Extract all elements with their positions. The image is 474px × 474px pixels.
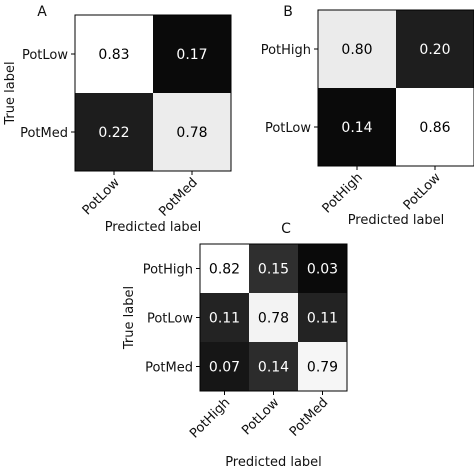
matrix-frame xyxy=(74,14,232,172)
matrix-cell xyxy=(200,293,249,342)
matrix-frame xyxy=(317,9,474,167)
matrix-cell xyxy=(153,93,231,171)
matrix-cell xyxy=(298,293,347,342)
x-tick-label: PotHigh xyxy=(320,170,366,216)
y-tick-label: PotMed xyxy=(20,126,68,141)
panel-c: C 0.82 0.15 0.03 0.11 0.78 0.11 0.07 0.14 0.79 Pot… xyxy=(122,221,348,470)
matrix-cell xyxy=(298,342,347,391)
matrix-cell xyxy=(318,88,396,166)
y-tick-label: PotLow xyxy=(147,312,193,327)
panel-label: B xyxy=(283,4,293,20)
panel-b: B 0.80 0.20 0.14 0.86 PotHigh PotLow PotHigh Pot… xyxy=(261,4,474,228)
cell-value-label: 0.14 xyxy=(258,360,289,376)
cell-value-label: 0.86 xyxy=(419,120,450,136)
matrix-cell xyxy=(298,244,347,293)
x-tick-label: PotHigh xyxy=(187,395,233,441)
x-tick-label: PotLow xyxy=(239,395,282,438)
matrix-cell xyxy=(75,93,153,171)
cell-value-label: 0.20 xyxy=(419,42,450,58)
cell-value-label: 0.83 xyxy=(98,47,129,63)
y-tick-label: PotHigh xyxy=(143,263,193,278)
cell-value-label: 0.15 xyxy=(258,262,289,278)
matrix-cell xyxy=(200,244,249,293)
cell-value-label: 0.11 xyxy=(209,311,240,327)
matrix-cell xyxy=(249,293,298,342)
y-tick-label: PotMed xyxy=(145,361,193,376)
y-tick-label: PotHigh xyxy=(261,43,311,58)
cell-value-label: 0.78 xyxy=(258,311,289,327)
cell-value-label: 0.11 xyxy=(307,311,338,327)
panel-label: A xyxy=(37,4,47,20)
matrix-cell xyxy=(153,15,231,93)
y-tick-label: PotLow xyxy=(265,121,311,136)
cell-value-label: 0.78 xyxy=(176,125,207,141)
y-axis-title: True label xyxy=(3,61,18,125)
cell-value-label: 0.22 xyxy=(98,125,129,141)
matrix-cell xyxy=(249,244,298,293)
cell-value-label: 0.80 xyxy=(341,42,372,58)
panel-a: A 0.83 0.17 0.22 0.78 PotLow PotMed PotLow PotMe… xyxy=(3,4,232,235)
cell-value-label: 0.03 xyxy=(307,262,338,278)
matrix-cell xyxy=(396,88,474,166)
cell-value-label: 0.82 xyxy=(209,262,240,278)
x-tick-label: PotMed xyxy=(287,395,331,439)
cell-value-label: 0.17 xyxy=(176,47,207,63)
x-axis-title: Predicted label xyxy=(105,220,202,235)
y-axis-title: True label xyxy=(122,286,137,350)
x-tick-label: PotLow xyxy=(401,170,444,213)
matrix-cell xyxy=(75,15,153,93)
cell-value-label: 0.79 xyxy=(307,360,338,376)
x-axis-title: Predicted label xyxy=(348,213,445,228)
x-axis-title: Predicted label xyxy=(225,455,322,470)
matrix-cell xyxy=(318,10,396,88)
cell-value-label: 0.07 xyxy=(209,360,240,376)
x-tick-label: PotMed xyxy=(156,175,200,219)
matrix-cell xyxy=(396,10,474,88)
matrix-cell xyxy=(200,342,249,391)
panel-label: C xyxy=(281,221,291,237)
matrix-cell xyxy=(249,342,298,391)
y-tick-label: PotLow xyxy=(22,48,68,63)
x-tick-label: PotLow xyxy=(80,175,123,218)
cell-value-label: 0.14 xyxy=(341,120,372,136)
